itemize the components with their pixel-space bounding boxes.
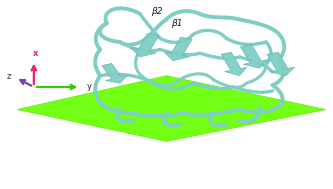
Text: x: x (33, 49, 38, 58)
Text: z: z (6, 72, 11, 81)
Polygon shape (131, 33, 159, 57)
Polygon shape (17, 76, 326, 141)
Polygon shape (240, 45, 268, 68)
Text: β1: β1 (171, 19, 182, 28)
Text: β2: β2 (151, 7, 162, 16)
Text: y: y (86, 82, 91, 91)
Polygon shape (221, 52, 247, 76)
Polygon shape (102, 63, 127, 83)
Polygon shape (165, 37, 192, 61)
Polygon shape (267, 52, 295, 76)
